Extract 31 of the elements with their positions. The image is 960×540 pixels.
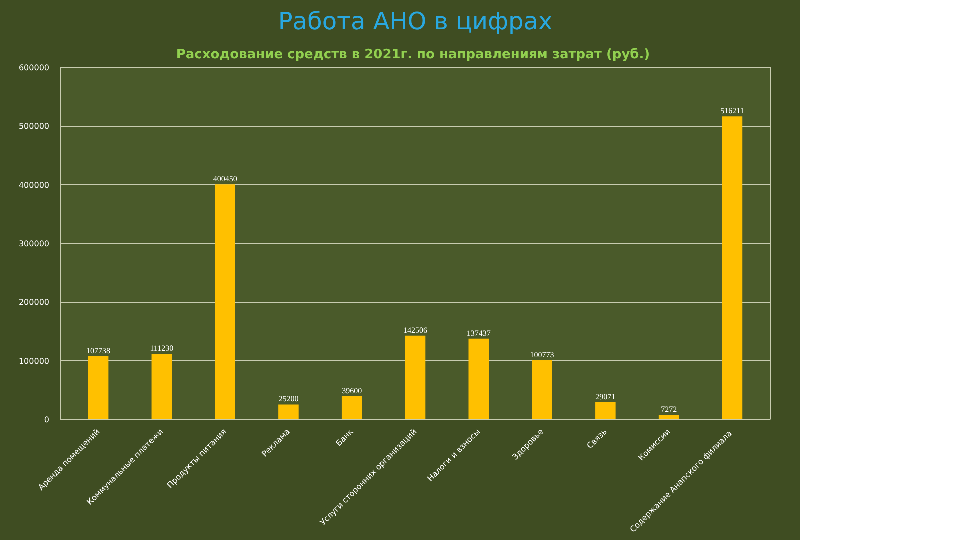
y-tick-label: 100000: [18, 356, 50, 366]
data-label: 516211: [720, 106, 744, 116]
data-label: 400450: [213, 174, 238, 184]
bar: [152, 354, 172, 420]
y-tick-label: 600000: [18, 64, 50, 72]
y-tick-label: 500000: [18, 122, 50, 132]
data-label: 29071: [596, 392, 616, 402]
bar: [278, 404, 299, 420]
bar: [88, 356, 109, 420]
data-label: 100773: [530, 350, 554, 360]
y-tick-label: 0: [44, 416, 50, 424]
chart-title: Работа АНО в цифрах: [278, 8, 553, 36]
bar: [722, 116, 743, 420]
data-label: 39600: [342, 386, 362, 396]
bar: [468, 338, 490, 420]
bar: [405, 336, 426, 420]
y-tick-label: 300000: [18, 240, 50, 248]
bar: [658, 415, 680, 420]
y-tick-label: 400000: [18, 180, 50, 190]
bar: [532, 360, 552, 420]
bar: [215, 184, 236, 420]
data-label: 107738: [86, 346, 111, 356]
data-label: 111230: [150, 344, 174, 354]
chart-subtitle: Расходование средств в 2021г. по направлениям затрат (руб.): [176, 48, 650, 62]
data-label: 142506: [404, 326, 428, 335]
bar: [596, 402, 616, 420]
data-label: 7272: [661, 405, 678, 414]
data-label: 25200: [278, 394, 299, 404]
y-tick-label: 200000: [18, 298, 50, 308]
bar: [342, 396, 362, 420]
data-label: 137437: [466, 328, 491, 338]
